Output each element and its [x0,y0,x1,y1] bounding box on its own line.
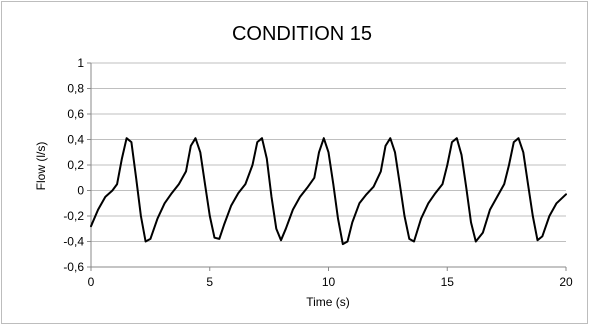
y-tick-label: -0,6 [63,260,84,274]
y-axis-label: Flow (l/s) [34,142,48,191]
x-tick-label: 5 [206,275,213,289]
gridlines [91,62,566,268]
x-tick-label: 0 [88,275,95,289]
x-tick-label: 15 [441,275,455,289]
tick-labels: -0,6-0,4-0,200,20,40,60,810 5 10 15 20 [63,56,573,289]
y-tick-label: -0,4 [63,235,84,249]
y-tick-label: 0,6 [67,107,84,121]
y-tick-label: -0,2 [63,209,84,223]
x-tick-label: 20 [559,275,573,289]
chart-title: CONDITION 15 [232,23,372,45]
axes [87,62,567,271]
x-tick-label: 10 [322,275,336,289]
y-tick-label: 1 [77,56,84,70]
y-tick-label: 0 [77,184,84,198]
y-tick-label: 0,2 [67,158,84,172]
flow-series-line [90,137,567,246]
x-axis-label: Time (s) [306,295,350,309]
series-layer [90,137,567,246]
y-tick-label: 0,4 [67,133,84,147]
y-tick-label: 0,8 [67,82,84,96]
